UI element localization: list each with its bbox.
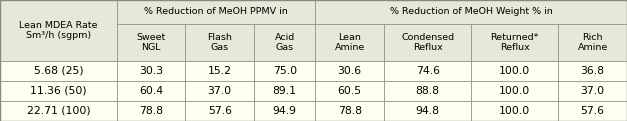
Text: 74.6: 74.6 [416,66,440,76]
Bar [471,60,558,81]
Text: 100.0: 100.0 [499,86,530,96]
Bar [117,60,186,81]
Text: 94.8: 94.8 [416,106,440,116]
Bar [384,24,471,60]
Bar [186,101,254,121]
Bar [117,0,315,24]
Text: 60.4: 60.4 [139,86,163,96]
Bar [558,24,627,60]
Text: 100.0: 100.0 [499,106,530,116]
Text: Flash
Gas: Flash Gas [208,33,232,52]
Bar [558,101,627,121]
Bar [471,24,558,60]
Text: % Reduction of MeOH PPMV in: % Reduction of MeOH PPMV in [144,7,288,16]
Text: 30.3: 30.3 [139,66,163,76]
Bar [186,60,254,81]
Text: % Reduction of MeOH Weight % in: % Reduction of MeOH Weight % in [390,7,552,16]
Bar [117,81,186,101]
Text: 37.0: 37.0 [581,86,604,96]
Bar [471,101,558,121]
Bar [0,0,117,60]
Bar [315,24,384,60]
Bar [315,0,627,24]
Text: 37.0: 37.0 [208,86,232,96]
Text: 94.9: 94.9 [273,106,297,116]
Bar [254,60,315,81]
Text: Lean
Amine: Lean Amine [335,33,365,52]
Bar [254,24,315,60]
Text: Acid
Gas: Acid Gas [275,33,295,52]
Bar [315,60,384,81]
Bar [254,81,315,101]
Bar [186,24,254,60]
Bar [315,101,384,121]
Text: 88.8: 88.8 [416,86,440,96]
Bar [117,101,186,121]
Bar [384,101,471,121]
Text: 15.2: 15.2 [208,66,232,76]
Text: 78.8: 78.8 [139,106,163,116]
Bar [558,81,627,101]
Text: 75.0: 75.0 [273,66,297,76]
Text: Lean MDEA Rate
Sm³/h (sgpm): Lean MDEA Rate Sm³/h (sgpm) [19,21,98,40]
Text: 57.6: 57.6 [581,106,604,116]
Text: 100.0: 100.0 [499,66,530,76]
Bar [384,60,471,81]
Text: 22.71 (100): 22.71 (100) [26,106,90,116]
Bar [558,60,627,81]
Text: 57.6: 57.6 [208,106,232,116]
Text: 89.1: 89.1 [273,86,297,96]
Bar [117,24,186,60]
Bar [471,81,558,101]
Text: 5.68 (25): 5.68 (25) [33,66,83,76]
Bar [0,60,117,81]
Text: 78.8: 78.8 [338,106,362,116]
Bar [186,81,254,101]
Bar [0,81,117,101]
Bar [254,101,315,121]
Text: 60.5: 60.5 [337,86,362,96]
Text: Rich
Amine: Rich Amine [577,33,608,52]
Bar [315,81,384,101]
Text: 11.36 (50): 11.36 (50) [30,86,87,96]
Bar [0,101,117,121]
Text: Sweet
NGL: Sweet NGL [137,33,166,52]
Text: Returned*
Reflux: Returned* Reflux [490,33,539,52]
Text: Condensed
Reflux: Condensed Reflux [401,33,454,52]
Text: 36.8: 36.8 [581,66,604,76]
Bar [384,81,471,101]
Text: 30.6: 30.6 [337,66,362,76]
